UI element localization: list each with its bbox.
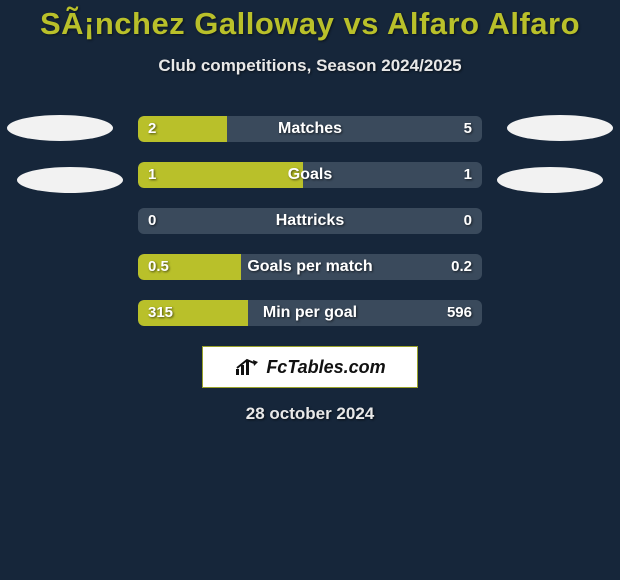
source-badge-text: FcTables.com (266, 357, 385, 378)
stat-bars: 25Matches 11Goals 00Hattricks 0.50.2Goals p… (138, 116, 482, 346)
player-right-marker-1 (507, 115, 613, 141)
player-left-marker-1 (7, 115, 113, 141)
stat-label: Goals (138, 162, 482, 188)
subtitle: Club competitions, Season 2024/2025 (0, 56, 620, 76)
player-right-marker-2 (497, 167, 603, 193)
comparison-card: SÃ¡nchez Galloway vs Alfaro Alfaro Club … (0, 0, 620, 580)
stat-label: Min per goal (138, 300, 482, 326)
page-title: SÃ¡nchez Galloway vs Alfaro Alfaro (0, 6, 620, 42)
stat-row: 0.50.2Goals per match (138, 254, 482, 280)
player-left-marker-2 (17, 167, 123, 193)
date-text: 28 october 2024 (0, 404, 620, 424)
stat-row: 00Hattricks (138, 208, 482, 234)
source-badge[interactable]: FcTables.com (202, 346, 418, 388)
stat-row: 25Matches (138, 116, 482, 142)
chart-icon (234, 357, 260, 377)
stat-label: Matches (138, 116, 482, 142)
stat-row: 315596Min per goal (138, 300, 482, 326)
stat-row: 11Goals (138, 162, 482, 188)
stat-label: Hattricks (138, 208, 482, 234)
stat-label: Goals per match (138, 254, 482, 280)
